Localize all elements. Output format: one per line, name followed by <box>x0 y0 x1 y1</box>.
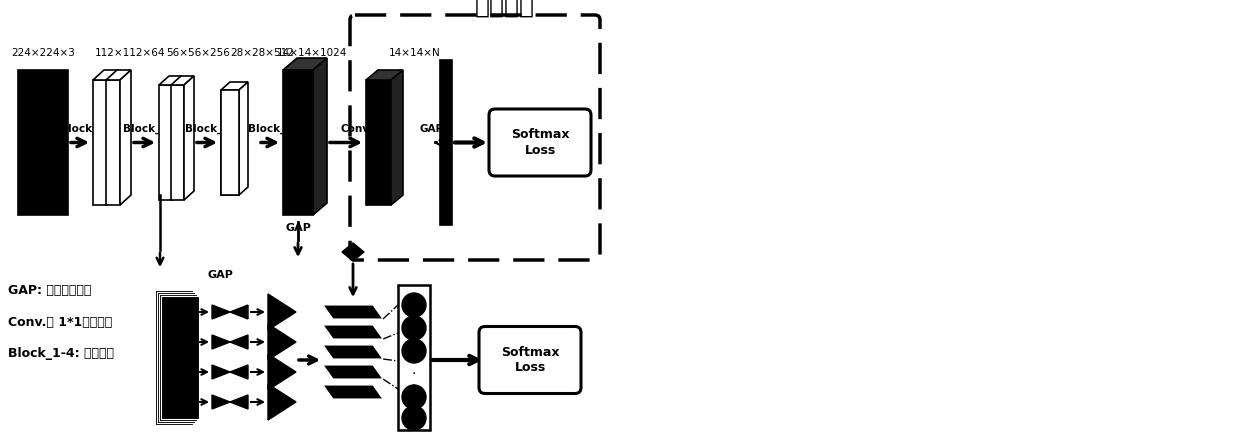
FancyBboxPatch shape <box>489 109 591 176</box>
Polygon shape <box>268 354 296 390</box>
Polygon shape <box>221 90 239 195</box>
Polygon shape <box>229 305 248 319</box>
Polygon shape <box>366 80 391 205</box>
Text: Block_4: Block_4 <box>248 123 293 134</box>
Polygon shape <box>322 385 383 399</box>
Circle shape <box>402 385 427 409</box>
Polygon shape <box>221 82 248 90</box>
Circle shape <box>402 293 427 317</box>
Text: Softmax
Loss: Softmax Loss <box>501 346 559 374</box>
Text: GAP: 全局平均池化: GAP: 全局平均池化 <box>7 283 92 296</box>
Polygon shape <box>268 384 296 420</box>
Circle shape <box>402 339 427 363</box>
Polygon shape <box>105 70 131 80</box>
Text: Block_1: Block_1 <box>60 123 104 134</box>
Text: 14×14×N: 14×14×N <box>389 48 441 58</box>
Polygon shape <box>159 294 197 421</box>
Polygon shape <box>171 85 184 200</box>
Polygon shape <box>212 365 229 379</box>
Polygon shape <box>283 58 327 70</box>
Polygon shape <box>107 70 118 205</box>
Polygon shape <box>212 335 229 349</box>
Polygon shape <box>221 90 239 195</box>
FancyBboxPatch shape <box>479 327 582 393</box>
Polygon shape <box>93 80 107 205</box>
Polygon shape <box>212 305 229 319</box>
Polygon shape <box>171 76 193 85</box>
Polygon shape <box>322 365 383 379</box>
Text: GAP: GAP <box>285 223 311 233</box>
Text: Block_3: Block_3 <box>185 123 229 134</box>
Text: FC: FC <box>407 415 422 425</box>
Polygon shape <box>155 290 193 425</box>
Polygon shape <box>159 85 172 200</box>
Text: ·
·
·: · · · <box>412 355 417 393</box>
Polygon shape <box>229 395 248 409</box>
Text: GAP: GAP <box>420 124 444 134</box>
Polygon shape <box>229 335 248 349</box>
Polygon shape <box>212 395 229 409</box>
Polygon shape <box>322 325 383 339</box>
Bar <box>398 285 430 430</box>
Polygon shape <box>366 70 403 80</box>
Text: Block_2: Block_2 <box>123 123 167 134</box>
Polygon shape <box>239 82 248 195</box>
Polygon shape <box>105 80 120 205</box>
Polygon shape <box>159 76 182 85</box>
Text: Conv.: Conv. <box>341 124 373 134</box>
Text: 14×14×1024: 14×14×1024 <box>277 48 347 58</box>
Text: 28×28×512: 28×28×512 <box>231 48 294 58</box>
Text: 分类模块: 分类模块 <box>475 0 534 18</box>
Polygon shape <box>229 365 248 379</box>
Polygon shape <box>268 294 296 330</box>
Polygon shape <box>312 58 327 215</box>
Bar <box>19 70 68 215</box>
Polygon shape <box>283 70 312 215</box>
Polygon shape <box>161 296 198 419</box>
Text: GAP: GAP <box>207 270 233 280</box>
Text: Conv.： 1*1卷积操作: Conv.： 1*1卷积操作 <box>7 316 113 328</box>
Polygon shape <box>342 243 365 261</box>
Polygon shape <box>322 345 383 359</box>
Circle shape <box>402 316 427 340</box>
Text: 224×224×3: 224×224×3 <box>11 48 74 58</box>
Circle shape <box>402 406 427 430</box>
Bar <box>440 60 453 225</box>
Polygon shape <box>268 324 296 360</box>
Polygon shape <box>172 76 182 200</box>
Polygon shape <box>120 70 131 205</box>
Text: 112×112×64: 112×112×64 <box>94 48 165 58</box>
Polygon shape <box>391 70 403 205</box>
Polygon shape <box>157 292 195 423</box>
Text: 56×56×256: 56×56×256 <box>166 48 229 58</box>
Polygon shape <box>184 76 193 200</box>
Text: Softmax
Loss: Softmax Loss <box>511 129 569 157</box>
Polygon shape <box>322 305 383 319</box>
Text: Block_1-4: 残差网络: Block_1-4: 残差网络 <box>7 348 114 360</box>
Polygon shape <box>93 70 118 80</box>
